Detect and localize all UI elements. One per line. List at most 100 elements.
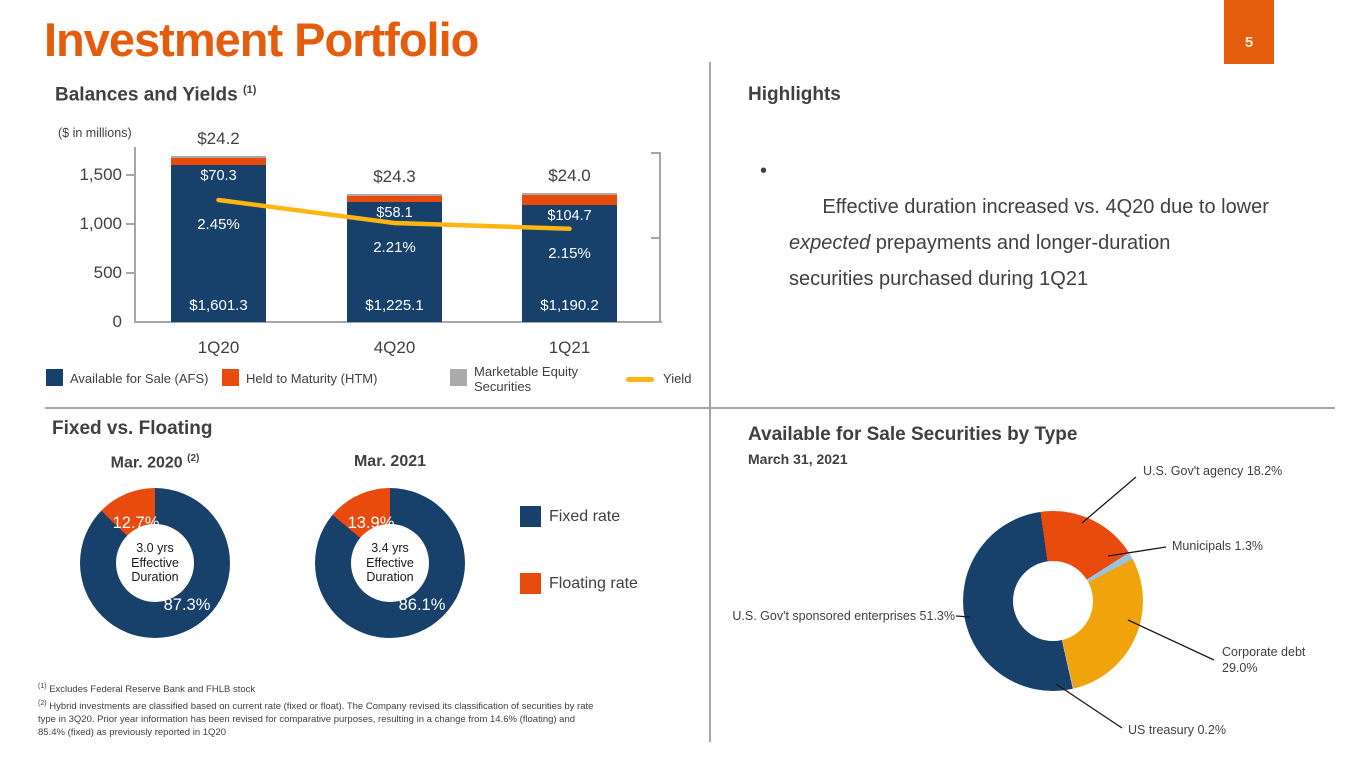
afs-by-type-title: Available for Sale Securities by Type [748, 424, 1078, 445]
units-label: ($ in millions) [58, 126, 132, 140]
effective-duration-word1: Effective [131, 555, 179, 570]
balances-title: Balances and Yields (1) [55, 84, 256, 106]
mes-value-label: $24.3 [373, 166, 416, 186]
page-title: Investment Portfolio [44, 13, 479, 66]
footnote-1: (1) Excludes Federal Reserve Bank and FH… [38, 680, 706, 696]
donut-chart-mar-2021: 13.9% 86.1% 3.4 yrs Effective Duration [315, 488, 465, 638]
segment-available-for-sale [171, 165, 266, 322]
pie-label-us-treasury: US treasury 0.2% [1128, 723, 1226, 737]
footnote-1-marker: (1) [38, 683, 47, 690]
legend-label-floating-rate: Floating rate [549, 575, 638, 592]
yield-line-chart [216, 197, 572, 232]
donut-2021-title: Mar. 2021 [353, 453, 427, 470]
stacked-bar-chart: $24.2 $70.3 $1,601.3 $24.3 $58.1 $1,225.… [135, 129, 661, 357]
yield-value-label: 2.45% [197, 216, 240, 233]
afs-by-type-date: March 31, 2021 [748, 451, 848, 467]
htm-value-label: $70.3 [200, 168, 237, 185]
afs-value-label: $1,190.2 [540, 297, 599, 314]
x-label-4q20: 4Q20 [373, 338, 416, 357]
segment-marketable-equity [347, 193, 442, 197]
effective-duration-word2: Duration [131, 570, 179, 585]
effective-duration-word2: Duration [366, 570, 414, 585]
footnote-2: (2) Hybrid investments are classified ba… [38, 697, 706, 739]
y-tick-0: 0 [112, 312, 122, 331]
legend-label-mes-line1: Marketable Equity [474, 364, 579, 379]
legend-label-fixed-rate: Fixed rate [549, 508, 621, 525]
y-axis-line [134, 147, 136, 323]
balances-title-footnote-ref: (1) [242, 84, 257, 96]
x-label-1q20: 1Q20 [197, 338, 240, 357]
y-axis-tick [126, 223, 135, 225]
pie-label-gse: U.S. Gov't sponsored enterprises 51.3% [732, 609, 955, 623]
y-tick-1000: 1,000 [79, 214, 122, 233]
highlight-text-post: prepayments and longer-duration securiti… [789, 232, 1171, 290]
segment-marketable-equity [522, 192, 617, 196]
yield-value-label: 2.21% [373, 239, 416, 256]
effective-duration-value: 3.0 yrs [136, 540, 174, 555]
donut-chart-mar-2020: 12.7% 87.3% 3.0 yrs Effective Duration [80, 488, 230, 638]
legend-swatch-yield-line [626, 377, 654, 382]
bar-1q20: $24.2 $70.3 $1,601.3 [171, 129, 266, 322]
donut-hole [1013, 561, 1093, 641]
footnote-2-marker: (2) [38, 700, 47, 708]
legend-label-mes: Marketable Equity Securities [474, 364, 578, 394]
htm-value-label: $58.1 [376, 204, 413, 221]
yield-value-label: 2.15% [548, 244, 591, 262]
secondary-axis-tick [651, 152, 660, 154]
page-number-badge: 5 [1224, 0, 1274, 64]
bullet-icon: • [760, 160, 768, 182]
mes-value-label: $24.0 [548, 165, 591, 185]
bar-stack [522, 145, 617, 322]
fixed-pct-label: 87.3% [163, 596, 211, 614]
vertical-divider [709, 62, 711, 742]
balances-title-text: Balances and Yields [55, 84, 238, 106]
segment-marketable-equity [171, 155, 266, 159]
donut-2020-title: Mar. 2020 (2) [55, 453, 255, 472]
footnote-1-text: Excludes Federal Reserve Bank and FHLB s… [46, 684, 256, 696]
fixed-pct-label: 86.1% [398, 596, 446, 614]
pie-label-corporate-debt-line2: 29.0% [1222, 661, 1258, 675]
legend-swatch-floating-rate [520, 573, 541, 594]
bar-1q21: $24.0 $104.7 $1,190.2 [522, 145, 617, 322]
legend-swatch-afs [46, 369, 63, 386]
highlight-bullet: • Effective duration increased vs. 4Q20 … [760, 153, 1365, 333]
highlight-text-pre: Effective duration increased vs. 4Q20 du… [822, 196, 1269, 218]
secondary-axis-line [659, 152, 661, 323]
legend-swatch-fixed-rate [520, 506, 541, 527]
legend-label-mes-line2: Securities [474, 379, 532, 394]
donut-center-label: 3.0 yrs Effective Duration [116, 524, 194, 602]
fixed-floating-title: Fixed vs. Floating [52, 418, 213, 439]
highlights-title: Highlights [748, 84, 841, 105]
afs-value-label: $1,601.3 [189, 297, 248, 314]
footnote-2-text: Hybrid investments are classified based … [38, 701, 594, 739]
pie-label-govt-agency: U.S. Gov't agency 18.2% [1143, 464, 1283, 478]
effective-duration-word1: Effective [366, 555, 414, 570]
pie-label-corporate-debt-line1: Corporate debt [1222, 645, 1306, 659]
legend-swatch-htm [222, 369, 239, 386]
bar-stack [171, 145, 266, 322]
y-tick-1500: 1,500 [79, 165, 122, 184]
legend-label-htm: Held to Maturity (HTM) [246, 371, 378, 386]
segment-available-for-sale [522, 205, 617, 322]
legend-label-yield: Yield [663, 371, 692, 386]
donut-2020-title-text: Mar. 2020 [110, 454, 183, 472]
y-axis-tick [126, 174, 135, 176]
y-axis-tick [126, 272, 135, 274]
footnotes: (1) Excludes Federal Reserve Bank and FH… [38, 680, 706, 740]
highlight-text-italic: expected [789, 232, 871, 254]
secondary-axis-tick [651, 237, 660, 239]
donut-center-label: 3.4 yrs Effective Duration [351, 524, 429, 602]
legend-label-afs: Available for Sale (AFS) [70, 371, 209, 386]
afs-value-label: $1,225.1 [365, 297, 424, 314]
x-axis-line [134, 321, 662, 323]
mes-value-label: $24.2 [197, 128, 240, 148]
yield-line [216, 197, 572, 232]
page-number: 5 [1244, 34, 1254, 51]
segment-held-to-maturity [347, 196, 442, 202]
x-label-1q21: 1Q21 [548, 338, 591, 357]
donut-chart-afs-by-type [963, 511, 1143, 691]
segment-held-to-maturity [522, 195, 617, 206]
secondary-axis-tick [651, 321, 660, 323]
effective-duration-value: 3.4 yrs [371, 540, 409, 555]
